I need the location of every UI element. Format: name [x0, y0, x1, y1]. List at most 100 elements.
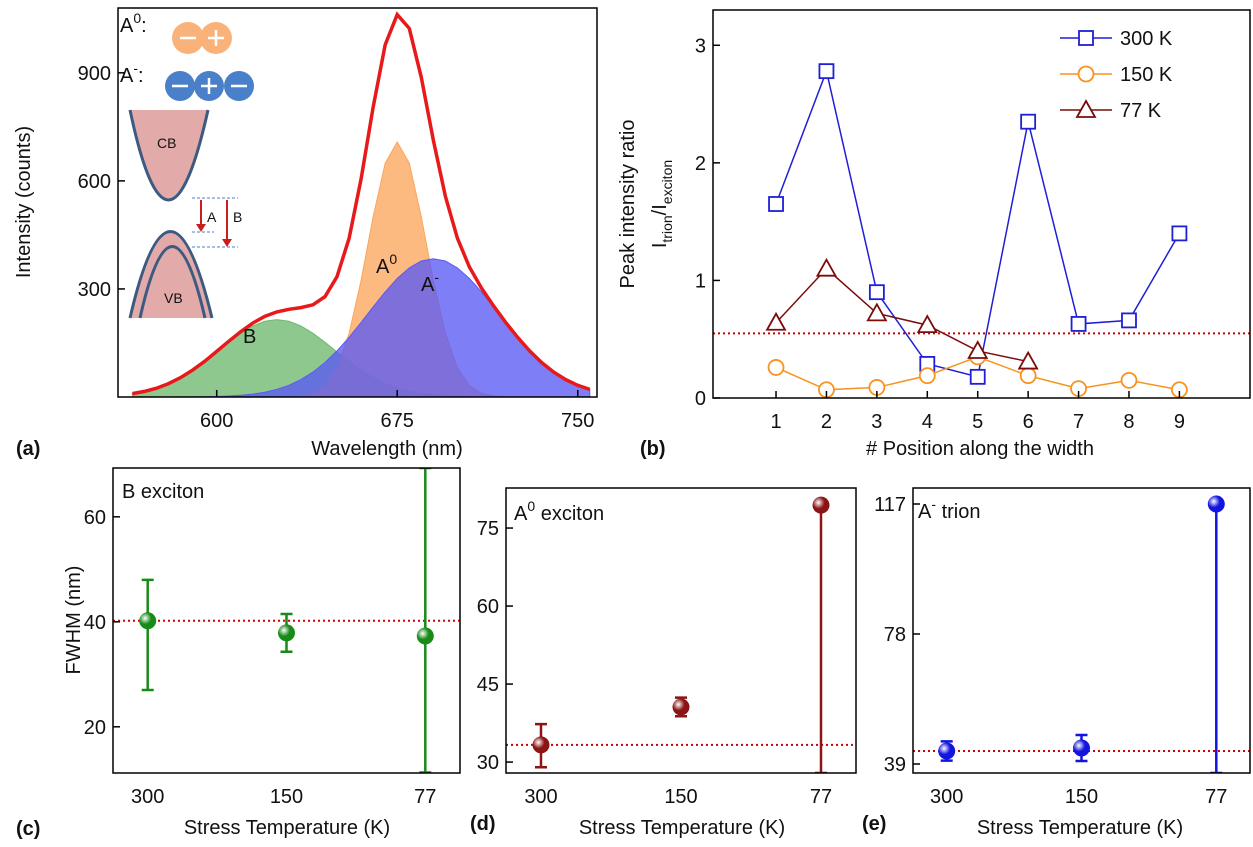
x-axis-label: # Position along the width — [866, 438, 1094, 460]
x-axis-label: Stress Temperature (K) — [579, 817, 785, 839]
panel-label: (c) — [16, 818, 40, 840]
x-tick-label: 8 — [1123, 411, 1134, 433]
inset-label-part: - — [133, 60, 138, 76]
peak-label-part: 0 — [389, 251, 397, 267]
panel: 20 40 60 300 150 77 B exciton (c) Stress Tempera… — [16, 467, 461, 840]
y-tick-label: 40 — [84, 612, 106, 634]
marker — [812, 496, 830, 514]
marker — [1020, 113, 1037, 130]
x-axis-label: Wavelength (nm) — [311, 438, 463, 460]
y-tick-label: 1 — [695, 270, 706, 292]
marker — [868, 284, 885, 301]
y-axis-label-part: /I — [649, 204, 671, 215]
peak-label: B — [243, 326, 256, 348]
legend-label: 77 K — [1120, 100, 1162, 122]
marker — [1073, 739, 1090, 757]
inset-label-part: A — [120, 65, 134, 87]
line — [132, 11, 591, 396]
plot-area — [131, 11, 591, 397]
error-bar — [1210, 499, 1223, 773]
inset-label-part: : — [138, 65, 144, 87]
y-axis-label-part: I — [649, 243, 671, 249]
panel-title-part: 0 — [527, 498, 535, 514]
frame — [117, 7, 598, 398]
transition-label: B — [233, 209, 242, 225]
panel-title: A0 exciton — [514, 498, 604, 525]
x-tick-label: 3 — [871, 411, 882, 433]
marker — [767, 359, 785, 376]
marker — [139, 612, 157, 630]
x-tick-label: 6 — [1023, 411, 1034, 433]
level — [192, 197, 238, 248]
y-tick-label: 75 — [477, 518, 499, 540]
legend-label: 300 K — [1120, 28, 1173, 50]
peak-label-part: B — [243, 326, 256, 348]
marker — [672, 698, 690, 716]
panel-label: (d) — [470, 813, 496, 835]
plot-area — [913, 495, 1250, 773]
marker — [818, 63, 835, 80]
x-tick-label: 9 — [1174, 411, 1185, 433]
x-axis-label: Stress Temperature (K) — [184, 817, 390, 839]
band-label: CB — [157, 135, 176, 151]
x-tick-label: 150 — [1065, 786, 1098, 808]
band-edge — [128, 109, 210, 202]
x-tick-label: 77 — [414, 786, 436, 808]
y-tick-label: 45 — [477, 674, 499, 696]
marker — [1207, 495, 1225, 513]
panel-title-part: A — [514, 503, 528, 525]
marker — [278, 624, 295, 642]
x-tick-label: 77 — [1205, 786, 1227, 808]
y-axis-label-part: trion — [659, 215, 675, 242]
x-tick-label: 300 — [131, 786, 164, 808]
panel-label: (a) — [16, 438, 40, 460]
band-edge — [128, 230, 214, 319]
peak-label: A- — [421, 269, 439, 296]
peak-label: A0 — [376, 251, 397, 278]
inset-label-part: : — [141, 15, 147, 37]
panel-label: (e) — [862, 813, 886, 835]
x-tick-label: 150 — [270, 786, 303, 808]
panel-title: B exciton — [122, 481, 204, 503]
marker — [918, 367, 936, 385]
y-tick-label: 0 — [695, 388, 706, 410]
panel-title: A- trion — [918, 496, 980, 523]
panel-label: (b) — [640, 438, 666, 460]
x-tick-label: 300 — [930, 786, 963, 808]
marker — [1017, 350, 1039, 370]
frame — [712, 9, 1251, 399]
panel: 30 45 60 75 300 150 77 A0 exciton (d) Stress Temp… — [470, 487, 857, 839]
band-label: VB — [164, 290, 183, 306]
inset: A0: A-: CB VB A B — [120, 10, 254, 319]
frame — [505, 487, 857, 774]
frame — [912, 487, 1251, 774]
marker — [916, 314, 938, 334]
y-tick-label: 2 — [695, 153, 706, 175]
x-tick-label: 5 — [972, 411, 983, 433]
y-tick-label: 117 — [874, 494, 906, 516]
y-axis-label: Peak intensity ratio — [617, 120, 639, 289]
x-tick-label: 675 — [381, 410, 414, 432]
x-tick-label: 300 — [524, 786, 557, 808]
y-tick-label: 78 — [884, 624, 906, 646]
panel-title-part: A — [918, 501, 932, 523]
inset-label-part: A — [120, 15, 134, 37]
y-tick-label: 3 — [695, 35, 706, 57]
panel: 0 1 2 3 1 2 3 4 5 6 7 8 9 300 K 150 K 77 K (b) # Position… — [617, 9, 1251, 460]
marker — [532, 736, 550, 754]
inset-label: A-: — [120, 60, 144, 87]
marker — [815, 257, 837, 277]
x-axis-label: Stress Temperature (K) — [977, 817, 1183, 839]
inset-label: A0: — [120, 10, 147, 37]
x-tick-label: 77 — [810, 786, 832, 808]
panel-title-part: - — [931, 496, 936, 512]
y-tick-label: 20 — [84, 717, 106, 739]
panel-title-part: trion — [936, 501, 980, 523]
peak-label-part: - — [434, 269, 439, 285]
y-tick-label: 30 — [477, 752, 499, 774]
error-bar — [815, 498, 827, 773]
y-axis-label: Itrion/Iexciton — [649, 160, 675, 248]
y-axis-label: FWHM (nm) — [63, 566, 85, 675]
plot-area — [506, 496, 856, 773]
